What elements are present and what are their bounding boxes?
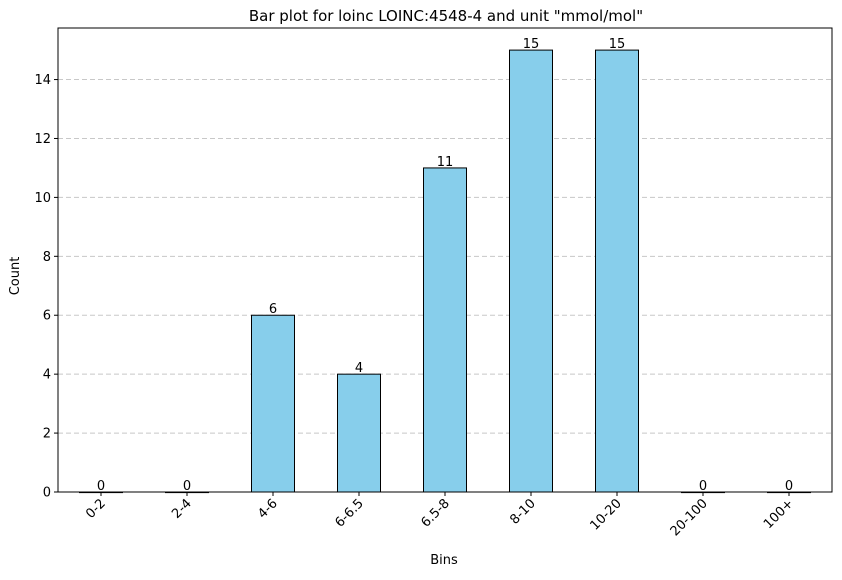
- bar-value-label: 15: [609, 37, 626, 52]
- y-tick-label: 4: [43, 368, 51, 383]
- bar-value-label: 0: [183, 479, 191, 494]
- y-tick-label: 0: [43, 486, 51, 501]
- x-tick-label: 0-2: [83, 496, 109, 522]
- y-tick-label: 10: [34, 191, 51, 206]
- x-axis-ticks: 0-2 2-4 4-6 6-6.5 6.5-8 8-10 10-20 20-100 100+: [83, 492, 797, 539]
- y-tick-label: 12: [34, 132, 51, 147]
- x-tick-label: 100+: [761, 496, 797, 532]
- y-tick-label: 6: [43, 309, 51, 324]
- bar-value-label: 15: [523, 37, 540, 52]
- chart-title: Bar plot for loinc LOINC:4548-4 and unit…: [249, 7, 643, 25]
- x-tick-label: 2-4: [169, 496, 195, 522]
- y-tick-label: 2: [43, 427, 51, 442]
- bar-value-label: 6: [269, 302, 277, 317]
- bar-value-label: 4: [355, 361, 363, 376]
- x-tick-label: 4-6: [255, 496, 281, 522]
- x-tick-label: 8-10: [507, 496, 538, 527]
- bar-value-label: 0: [785, 479, 793, 494]
- y-tick-label: 14: [34, 73, 51, 88]
- x-tick-label: 6.5-8: [418, 496, 452, 530]
- bar-value-label: 0: [97, 479, 105, 494]
- y-tick-label: 8: [43, 250, 51, 265]
- x-tick-label: 10-20: [588, 496, 625, 533]
- bar-value-label: 11: [437, 155, 454, 170]
- x-tick-label: 6-6.5: [332, 496, 366, 530]
- bar: [251, 314, 295, 493]
- x-axis-label: Bins: [430, 553, 458, 568]
- bar: [509, 49, 553, 493]
- bar-value-label: 0: [699, 479, 707, 494]
- y-axis-label: Count: [8, 257, 23, 296]
- bar: [423, 167, 467, 493]
- y-axis-ticks: 0 2 4 6 8 10 12 14: [34, 73, 58, 501]
- x-tick-label: 20-100: [668, 496, 711, 539]
- bars: [79, 49, 811, 494]
- bar-value-labels: 0 0 6 4 11 15 15 0 0: [97, 37, 793, 494]
- bar: [337, 373, 381, 493]
- bar: [595, 49, 639, 493]
